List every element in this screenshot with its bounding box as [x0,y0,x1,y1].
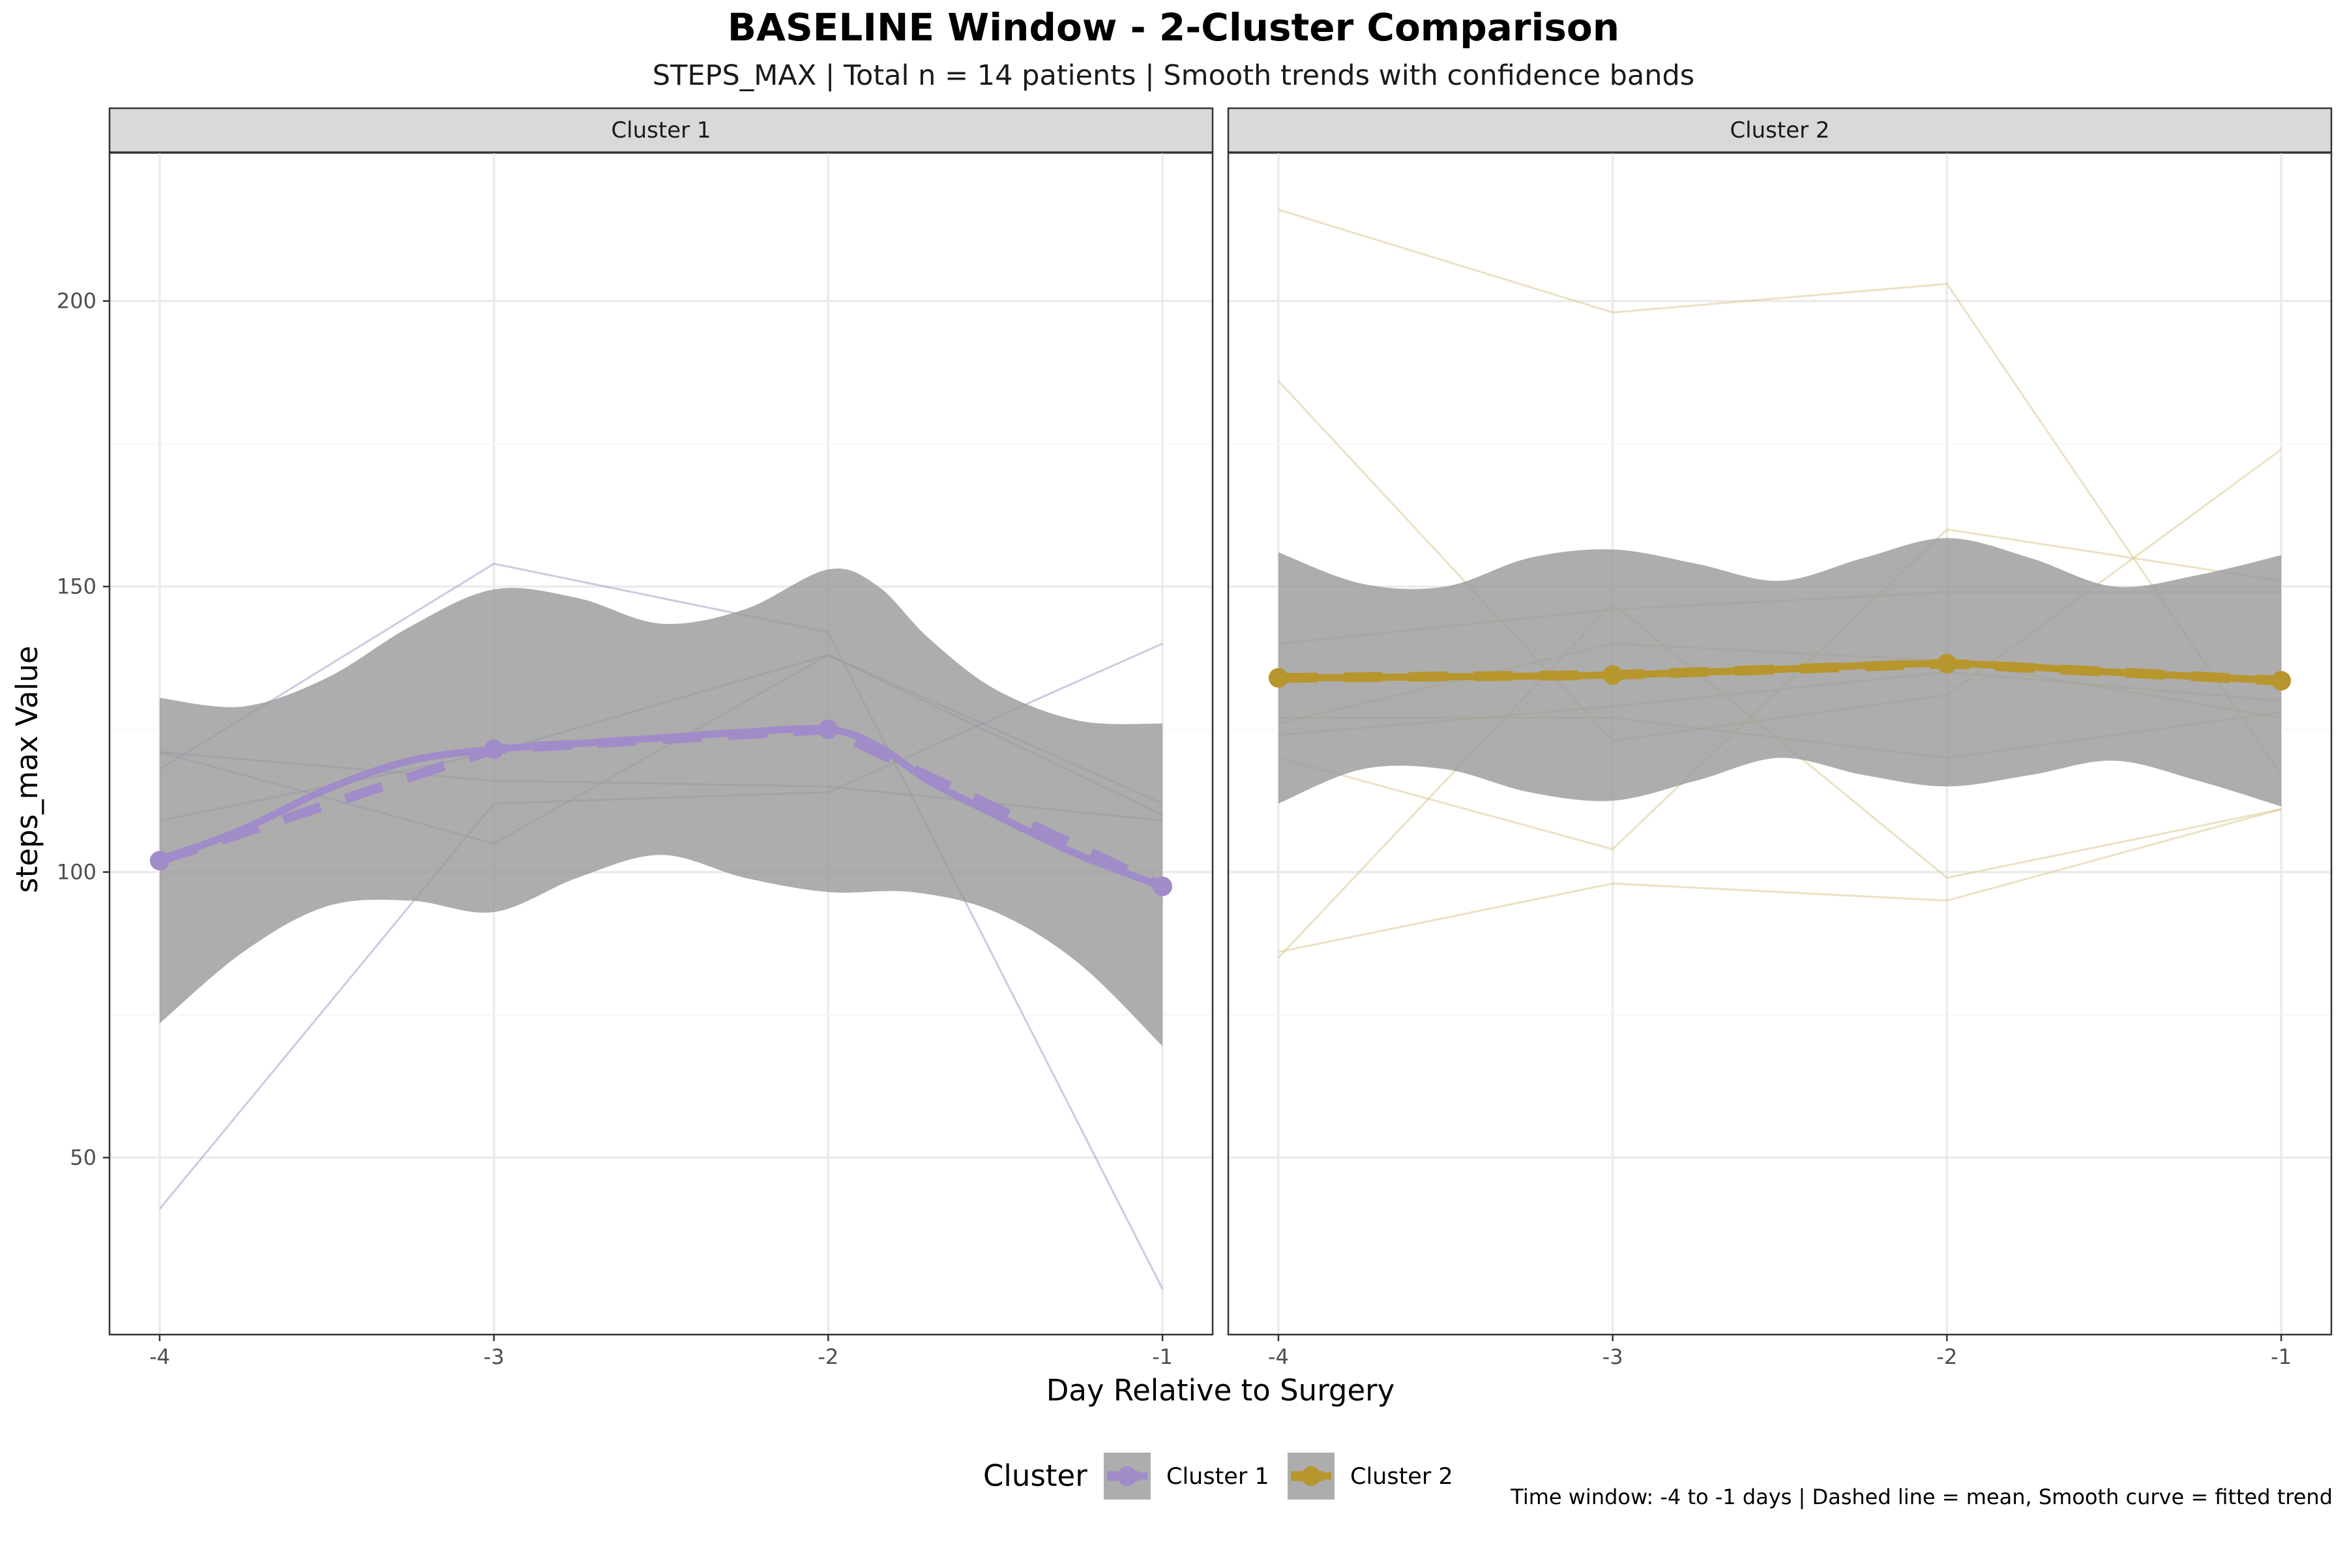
y-tick-label: 150 [57,574,96,599]
legend-key-point [1301,1466,1321,1486]
x-tick-label: -1 [1152,1344,1173,1369]
legend-label: Cluster 2 [1350,1464,1453,1490]
x-tick-label: -4 [149,1344,170,1369]
mean-point [2271,671,2292,691]
legend-entry-2: Cluster 2 [1288,1453,1453,1500]
mean-point [1268,668,1288,688]
mean-line [158,724,1165,891]
x-axis-title: Day Relative to Surgery [1046,1373,1395,1408]
mean-point [149,851,170,871]
individual-line-4 [1278,808,2282,953]
x-tick-label: -2 [818,1344,838,1369]
panel-2: Cluster 2 -4 -3 -2 -1 [1227,107,2333,1369]
confidence-band [159,569,1163,1046]
x-tick-label: -4 [1268,1344,1289,1369]
legend-label: Cluster 1 [1166,1464,1269,1490]
legend-entry-1: Cluster 1 [1104,1453,1269,1500]
legend: Cluster Cluster 1 Cluster 2 [983,1453,1453,1500]
chart-subtitle: STEPS_MAX | Total n = 14 patients | Smoo… [653,59,1694,92]
legend-title: Cluster [983,1458,1087,1493]
y-axis-title: steps_max Value [10,645,44,893]
mean-point [1937,653,1957,673]
chart-title: BASELINE Window - 2-Cluster Comparison [728,5,1619,50]
y-tick-label: 50 [70,1145,96,1170]
x-tick-label: -3 [484,1344,505,1369]
mean-point [1153,876,1173,896]
panel-border [108,151,1214,1336]
panel-1: Cluster 1 -4 -3 -2 -1 50 100 150 200 [57,107,1214,1369]
mean-point [484,739,504,760]
x-tick-label: -2 [1936,1344,1957,1369]
x-tick-label: -3 [1602,1344,1623,1369]
panel-strip-label: Cluster 1 [611,117,711,143]
y-tick-label: 200 [57,289,96,314]
legend-key-point [1117,1466,1137,1486]
panel-strip [1227,107,2333,154]
individual-line-1 [1278,209,2282,776]
panels: Cluster 1 -4 -3 -2 -1 50 100 150 200 Cluster 2 -4 -… [57,107,2333,1369]
panel-strip [108,107,1214,154]
mean-point [1602,665,1623,685]
individual-line-1 [159,563,1164,1290]
mean-line [1278,658,2282,686]
chart-caption: Time window: -4 to -1 days | Dashed line… [1510,1485,2333,1509]
y-tick-label: 100 [57,860,96,885]
x-tick-label: -1 [2271,1344,2292,1369]
mean-point [818,719,838,739]
panel-strip-label: Cluster 2 [1730,117,1829,143]
panel-border [1227,151,2333,1336]
